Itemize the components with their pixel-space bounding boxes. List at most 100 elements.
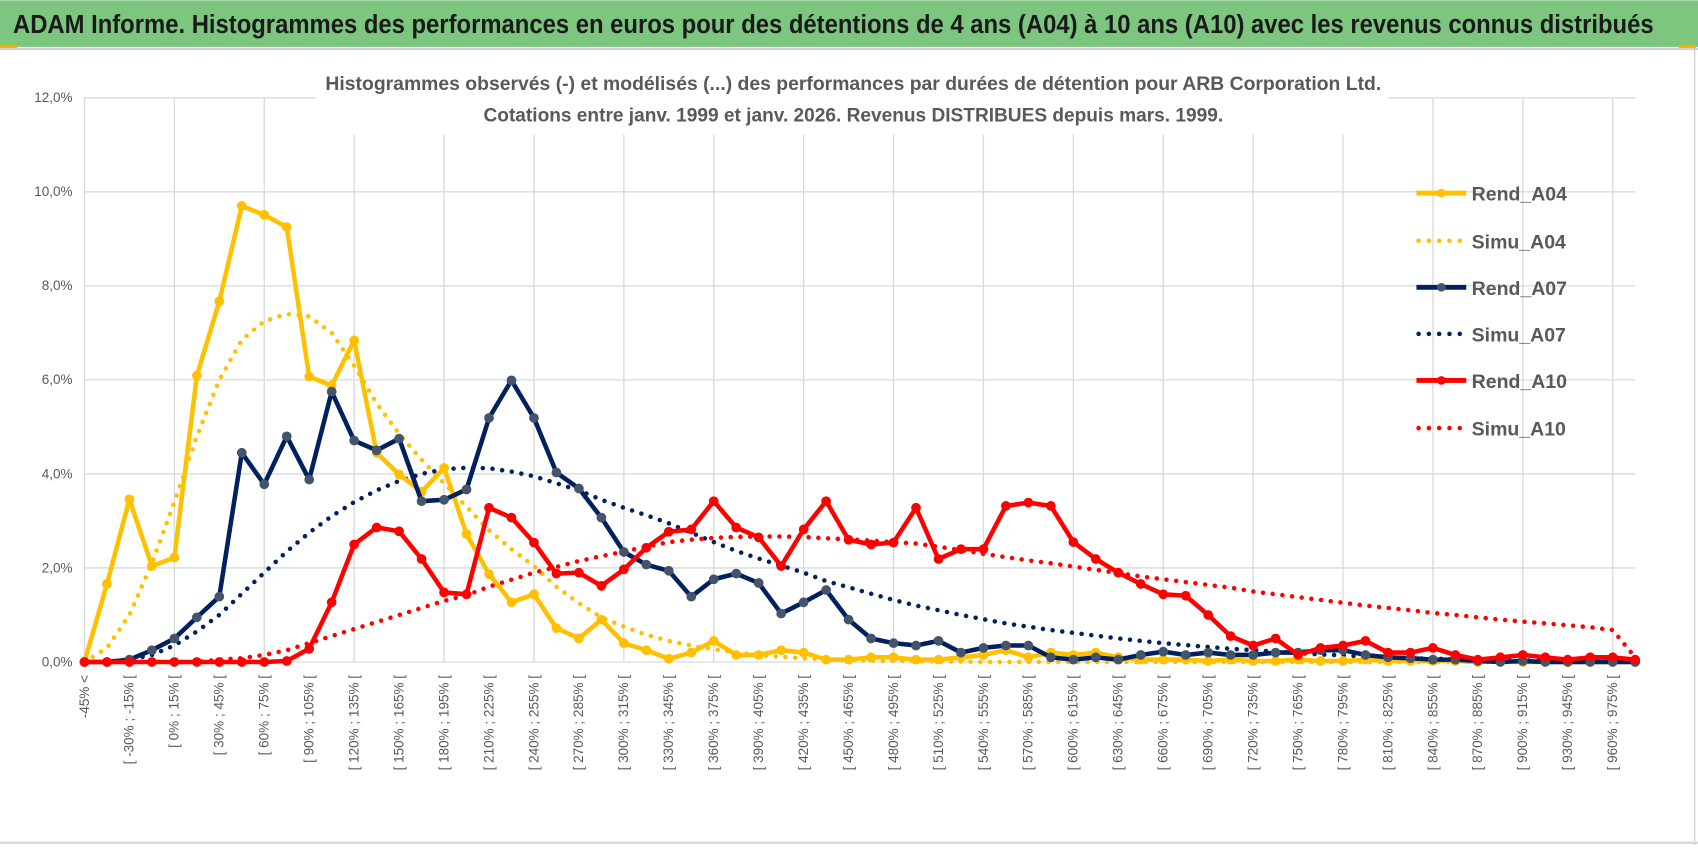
data-point xyxy=(1293,650,1303,660)
x-tick-label: [ 630% ; 645% [ xyxy=(1111,675,1126,771)
data-point xyxy=(1248,650,1259,660)
data-point xyxy=(214,657,225,667)
data-point xyxy=(551,623,562,634)
data-point xyxy=(618,564,629,575)
x-tick-label: [ 450% ; 465% [ xyxy=(841,675,856,771)
y-tick-label: 6,0% xyxy=(42,372,73,387)
data-point xyxy=(686,647,697,658)
data-point xyxy=(1540,652,1551,663)
legend: Rend_A04 Simu_A04 Rend_A07 Simu_A07 Rend_A10… xyxy=(1416,184,1567,441)
data-point xyxy=(1315,656,1326,666)
data-point xyxy=(1270,656,1281,666)
data-point xyxy=(484,413,494,423)
data-point xyxy=(1023,497,1034,508)
data-point xyxy=(461,484,472,495)
x-tick-label: -45% < xyxy=(77,675,92,718)
legend-marker xyxy=(1437,188,1446,198)
x-tick-label: [ 660% ; 675% [ xyxy=(1156,675,1171,771)
data-point xyxy=(236,447,247,458)
data-point xyxy=(843,654,854,665)
data-point xyxy=(933,635,944,646)
data-point xyxy=(1180,650,1191,660)
data-point xyxy=(1068,537,1079,547)
series-line xyxy=(84,378,1636,665)
x-tick-label: [ 840% ; 855% [ xyxy=(1425,675,1440,771)
x-tick-label: [ 240% ; 255% [ xyxy=(526,675,541,771)
data-point xyxy=(1225,631,1236,642)
header-bar xyxy=(0,0,1698,47)
x-tick-label: [ 420% ; 435% [ xyxy=(796,675,811,771)
data-point xyxy=(551,467,562,478)
data-point xyxy=(641,645,652,656)
data-point xyxy=(1383,647,1393,658)
data-point xyxy=(326,386,337,397)
chart-title-line1: Histogrammes observés (-) et modélisés (… xyxy=(325,73,1381,95)
data-point xyxy=(843,614,854,625)
y-tick-label: 0,0% xyxy=(42,654,73,669)
x-tick-label: [ 270% ; 285% [ xyxy=(571,675,586,771)
series-simu-a07 xyxy=(82,465,1638,665)
data-point xyxy=(1405,647,1416,658)
data-point xyxy=(888,638,899,649)
data-point xyxy=(1428,654,1438,665)
data-point xyxy=(191,612,202,623)
data-point xyxy=(1338,640,1348,651)
data-point xyxy=(1068,654,1079,665)
legend-item: Rend_A07 xyxy=(1416,278,1567,300)
data-point xyxy=(753,578,764,588)
x-tick-label: [ 390% ; 405% [ xyxy=(751,675,766,771)
data-point xyxy=(1203,647,1214,658)
data-point xyxy=(506,597,517,608)
x-tick-label: [ 300% ; 315% [ xyxy=(616,675,631,771)
data-point xyxy=(1023,640,1034,651)
data-point xyxy=(888,652,899,663)
data-point xyxy=(574,567,584,578)
data-point xyxy=(439,587,449,598)
data-point xyxy=(1203,656,1214,666)
data-point xyxy=(416,496,427,507)
data-point xyxy=(147,645,157,656)
data-point xyxy=(888,537,899,548)
data-point xyxy=(147,657,157,667)
data-point xyxy=(956,544,966,555)
selection-handle xyxy=(0,44,18,48)
data-point xyxy=(686,591,697,602)
series-simu-a10 xyxy=(82,534,1638,665)
series-rend-a07 xyxy=(79,375,1641,667)
series-simu-a04 xyxy=(82,311,1638,665)
data-point xyxy=(798,597,809,608)
data-point xyxy=(484,502,494,513)
data-point xyxy=(371,522,382,533)
data-point xyxy=(191,370,202,381)
data-point xyxy=(529,537,539,548)
y-tick-label: 12,0% xyxy=(34,90,72,105)
data-point xyxy=(843,534,854,545)
data-point xyxy=(911,654,921,665)
y-tick-label: 2,0% xyxy=(42,560,73,575)
x-tick-label: [ -30% ; -15% [ xyxy=(122,675,137,765)
data-point xyxy=(1203,610,1214,620)
x-tick-label: [ 330% ; 345% [ xyxy=(661,675,676,771)
data-point xyxy=(349,435,360,446)
legend-item: Simu_A10 xyxy=(1416,419,1566,441)
data-point xyxy=(776,608,787,619)
selection-handle xyxy=(1678,44,1696,48)
data-point xyxy=(551,568,562,579)
x-tick-label: [ 480% ; 495% [ xyxy=(886,675,901,771)
data-point xyxy=(641,559,652,570)
data-point xyxy=(731,650,742,660)
data-point xyxy=(798,647,809,658)
legend-label: Simu_A04 xyxy=(1472,231,1566,253)
x-tick-label: [ 720% ; 735% [ xyxy=(1245,675,1260,771)
series-rend-a10 xyxy=(79,496,1641,667)
data-point xyxy=(618,547,629,557)
data-point xyxy=(102,579,112,589)
data-point xyxy=(259,209,270,220)
data-point xyxy=(461,529,472,539)
series-line xyxy=(82,465,1638,665)
y-axis-tick-labels: 0,0% 2,0% 4,0% 6,0% 8,0% 10,0% 12,0% xyxy=(34,90,72,669)
data-point xyxy=(1090,652,1101,663)
data-point xyxy=(1428,643,1438,653)
data-point xyxy=(394,526,404,537)
